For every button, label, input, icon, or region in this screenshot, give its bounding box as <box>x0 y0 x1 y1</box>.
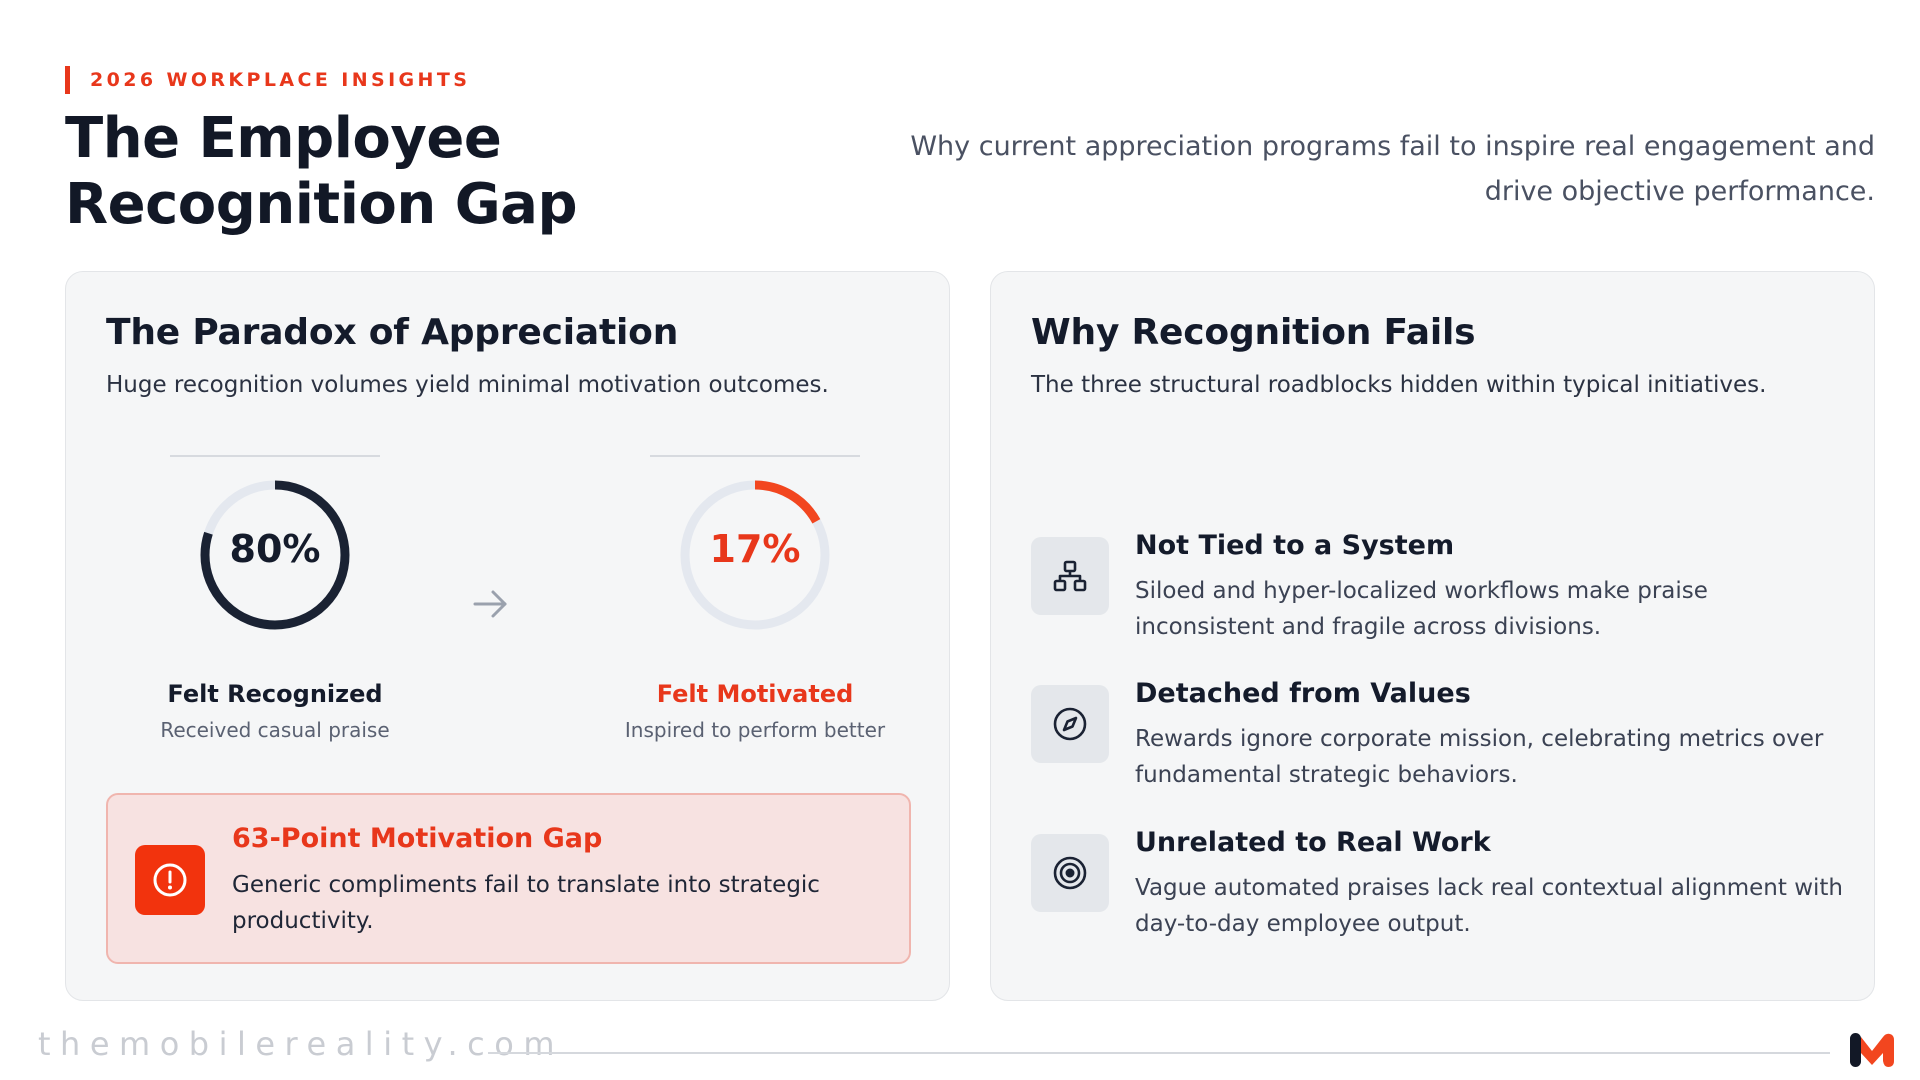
stat-divider <box>650 455 860 457</box>
reason-text: Vague automated praises lack real contex… <box>1135 875 1844 937</box>
ring-fill <box>200 480 350 630</box>
alert-circle-icon <box>135 845 205 915</box>
eyebrow-text: 2026 WORKPLACE INSIGHTS <box>90 69 471 91</box>
paradox-subtitle: Huge recognition volumes yield minimal m… <box>106 372 829 398</box>
motivation-gap-callout: 63-Point Motivation Gap Generic complime… <box>106 793 911 964</box>
stat-label: Felt Recognized <box>167 680 383 708</box>
stat-description: Inspired to perform better <box>624 718 886 742</box>
compass-icon <box>1031 685 1109 763</box>
reason-item: Unrelated to Real Work Vague automated p… <box>1031 827 1851 954</box>
target-icon <box>1031 834 1109 912</box>
paradox-card: The Paradox of Appreciation Huge recogni… <box>65 271 950 1001</box>
reason-text: Siloed and hyper-localized workflows mak… <box>1135 578 1708 640</box>
reason-item: Not Tied to a System Siloed and hyper-lo… <box>1031 530 1851 657</box>
callout-text: Generic compliments fail to translate in… <box>232 872 820 934</box>
reason-title: Detached from Values <box>1135 678 1471 709</box>
stat-description: Received casual praise <box>160 718 390 742</box>
footer: themobilereality.com <box>0 1025 1920 1075</box>
hierarchy-icon <box>1031 537 1109 615</box>
progress-ring <box>200 480 350 630</box>
stat-felt-motivated: 17% Felt Motivated Inspired to perform b… <box>595 455 915 755</box>
eyebrow-accent-bar <box>65 66 70 94</box>
reason-text: Rewards ignore corporate mission, celebr… <box>1135 726 1824 788</box>
footer-divider <box>488 1052 1830 1054</box>
header: 2026 WORKPLACE INSIGHTS The Employee Rec… <box>65 64 1875 237</box>
ring-fill <box>680 480 830 630</box>
page-title: The Employee Recognition Gap <box>65 106 578 237</box>
reasons-subtitle: The three structural roadblocks hidden w… <box>1031 372 1767 398</box>
paradox-title: The Paradox of Appreciation <box>106 312 679 353</box>
reason-title: Unrelated to Real Work <box>1135 827 1491 858</box>
brand-logo-icon <box>1850 1033 1894 1067</box>
reasons-card: Why Recognition Fails The three structur… <box>990 271 1875 1001</box>
stat-divider <box>170 455 380 457</box>
eyebrow: 2026 WORKPLACE INSIGHTS <box>65 66 470 94</box>
callout-title: 63-Point Motivation Gap <box>232 823 603 854</box>
arrow-right-icon <box>473 590 507 618</box>
stat-value: 17% <box>709 527 801 571</box>
reasons-title: Why Recognition Fails <box>1031 312 1476 353</box>
page-subtitle: Why current appreciation programs fail t… <box>910 131 1875 207</box>
stat-felt-recognized: 80% Felt Recognized Received casual prai… <box>115 455 435 755</box>
reason-item: Detached from Values Rewards ignore corp… <box>1031 678 1851 805</box>
stat-value: 80% <box>229 527 321 571</box>
stat-label: Felt Motivated <box>656 680 854 708</box>
progress-ring <box>680 480 830 630</box>
footer-site-url[interactable]: themobilereality.com <box>38 1025 565 1063</box>
reason-title: Not Tied to a System <box>1135 530 1455 561</box>
